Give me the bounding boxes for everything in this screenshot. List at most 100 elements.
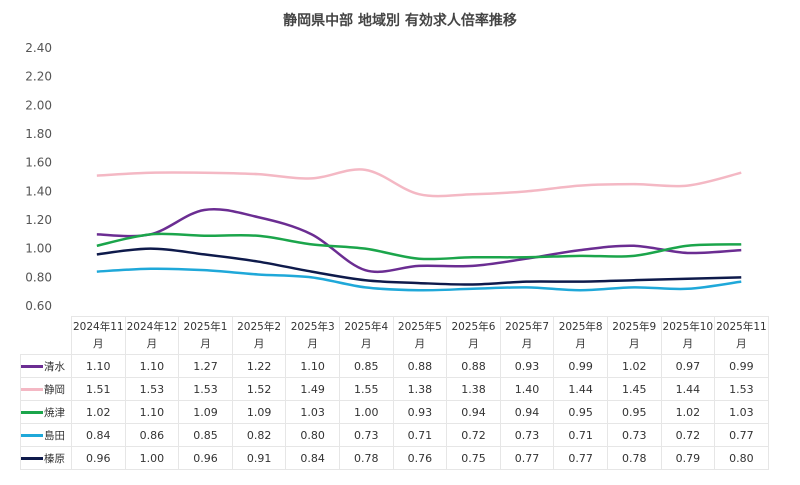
- legend-swatch: [21, 434, 43, 437]
- category-header: 2025年7月: [499, 316, 555, 355]
- category-header: 2025年1月: [178, 316, 233, 355]
- value-cell: 1.55: [338, 377, 394, 401]
- value-cell: 0.79: [660, 446, 716, 470]
- value-cell: 1.10: [285, 354, 340, 378]
- value-cell: 0.80: [714, 446, 769, 470]
- value-cell: 0.88: [392, 354, 448, 378]
- value-cell: 1.03: [285, 400, 340, 424]
- plot-area: 2.40 2.20 2.00 1.80 1.60 1.40 1.20 1.00 0.80 0.60: [25, 41, 742, 313]
- value-cell: 1.44: [660, 377, 716, 401]
- value-cell: 1.22: [231, 354, 287, 378]
- value-cell: 0.71: [553, 423, 608, 447]
- legend-swatch: [21, 411, 43, 414]
- value-cell: 0.96: [178, 446, 233, 470]
- value-cell: 0.95: [606, 400, 662, 424]
- y-tick-label: 0.80: [25, 270, 52, 284]
- value-cell: 0.93: [499, 354, 555, 378]
- value-cell: 0.94: [499, 400, 555, 424]
- value-cell: 1.10: [124, 400, 180, 424]
- value-cell: 1.10: [124, 354, 180, 378]
- value-cell: 0.88: [446, 354, 501, 378]
- series-line-0: [96, 208, 742, 274]
- value-cell: 1.10: [71, 354, 126, 378]
- chart-title: 静岡県中部 地域別 有効求人倍率推移: [283, 13, 517, 29]
- table-corner: [21, 317, 72, 355]
- value-cell: 0.95: [553, 400, 608, 424]
- table-row: 静岡 1.51 1.53 1.53 1.52 1.49 1.55 1.38 1.38 1.40 1.…: [20, 377, 769, 401]
- y-tick-label: 1.60: [25, 156, 52, 170]
- value-cell: 0.73: [606, 423, 662, 447]
- value-cell: 0.80: [285, 423, 340, 447]
- value-cell: 0.93: [392, 400, 448, 424]
- value-cell: 1.38: [392, 377, 448, 401]
- value-cell: 0.77: [553, 446, 608, 470]
- y-tick-label: 1.40: [25, 184, 52, 198]
- value-cell: 1.45: [606, 377, 662, 401]
- series-label: 焼津: [44, 406, 65, 419]
- category-header: 2024年12月: [124, 316, 180, 355]
- value-cell: 1.40: [499, 377, 555, 401]
- legend-swatch: [21, 457, 43, 460]
- value-cell: 0.94: [446, 400, 501, 424]
- value-cell: 1.52: [231, 377, 287, 401]
- value-cell: 0.78: [606, 446, 662, 470]
- category-header: 2024年11月: [71, 316, 126, 355]
- value-cell: 0.77: [714, 423, 769, 447]
- legend-swatch: [21, 365, 43, 368]
- value-cell: 1.53: [124, 377, 180, 401]
- value-cell: 1.27: [178, 354, 233, 378]
- category-header: 2025年4月: [338, 316, 394, 355]
- category-header: 2025年5月: [392, 316, 448, 355]
- value-cell: 1.00: [338, 400, 394, 424]
- value-cell: 0.72: [446, 423, 501, 447]
- value-cell: 0.99: [714, 354, 769, 378]
- value-cell: 0.78: [338, 446, 394, 470]
- category-header: 2025年3月: [285, 316, 340, 355]
- value-cell: 0.77: [499, 446, 555, 470]
- value-cell: 1.00: [124, 446, 180, 470]
- table-row: 清水 1.10 1.10 1.27 1.22 1.10 0.85 0.88 0.88 0.93 0.…: [20, 354, 769, 378]
- y-tick-label: 2.20: [25, 70, 52, 84]
- value-cell: 1.53: [178, 377, 233, 401]
- category-header: 2025年11月: [714, 316, 769, 355]
- value-cell: 0.96: [71, 446, 126, 470]
- value-cell: 0.91: [231, 446, 287, 470]
- value-cell: 1.49: [285, 377, 340, 401]
- value-cell: 0.75: [446, 446, 501, 470]
- value-cell: 0.73: [499, 423, 555, 447]
- series-label: 榛原: [44, 452, 65, 465]
- data-table: 2024年11月 2024年12月 2025年1月 2025年2月 2025年3月 202…: [20, 316, 769, 470]
- y-tick-label: 0.60: [25, 299, 52, 313]
- category-header: 2025年2月: [231, 316, 287, 355]
- value-cell: 0.76: [392, 446, 448, 470]
- value-cell: 0.84: [71, 423, 126, 447]
- value-cell: 1.44: [553, 377, 608, 401]
- value-cell: 0.97: [660, 354, 716, 378]
- value-cell: 1.02: [71, 400, 126, 424]
- value-cell: 0.82: [231, 423, 287, 447]
- value-cell: 1.02: [660, 400, 716, 424]
- series-label: 静岡: [44, 383, 65, 396]
- category-header: 2025年6月: [446, 316, 501, 355]
- value-cell: 1.03: [714, 400, 769, 424]
- y-tick-label: 2.00: [25, 98, 52, 112]
- y-tick-label: 1.80: [25, 127, 52, 141]
- value-cell: 1.02: [606, 354, 662, 378]
- category-header: 2025年9月: [606, 316, 662, 355]
- y-tick-label: 2.40: [25, 41, 52, 55]
- value-cell: 0.72: [660, 423, 716, 447]
- series-line-1: [96, 168, 742, 198]
- table-row: 焼津 1.02 1.10 1.09 1.09 1.03 1.00 0.93 0.94 0.94 0.…: [20, 400, 769, 424]
- series-label: 島田: [44, 429, 65, 442]
- value-cell: 0.84: [285, 446, 340, 470]
- value-cell: 0.86: [124, 423, 180, 447]
- value-cell: 0.99: [553, 354, 608, 378]
- table-row: 島田 0.84 0.86 0.85 0.82 0.80 0.73 0.71 0.72 0.73 0.…: [20, 423, 769, 447]
- value-cell: 0.85: [178, 423, 233, 447]
- value-cell: 0.71: [392, 423, 448, 447]
- y-tick-label: 1.00: [25, 242, 52, 256]
- y-tick-label: 1.20: [25, 213, 52, 227]
- value-cell: 1.51: [71, 377, 126, 401]
- table-row: 榛原 0.96 1.00 0.96 0.91 0.84 0.78 0.76 0.75 0.77 0.…: [20, 446, 769, 470]
